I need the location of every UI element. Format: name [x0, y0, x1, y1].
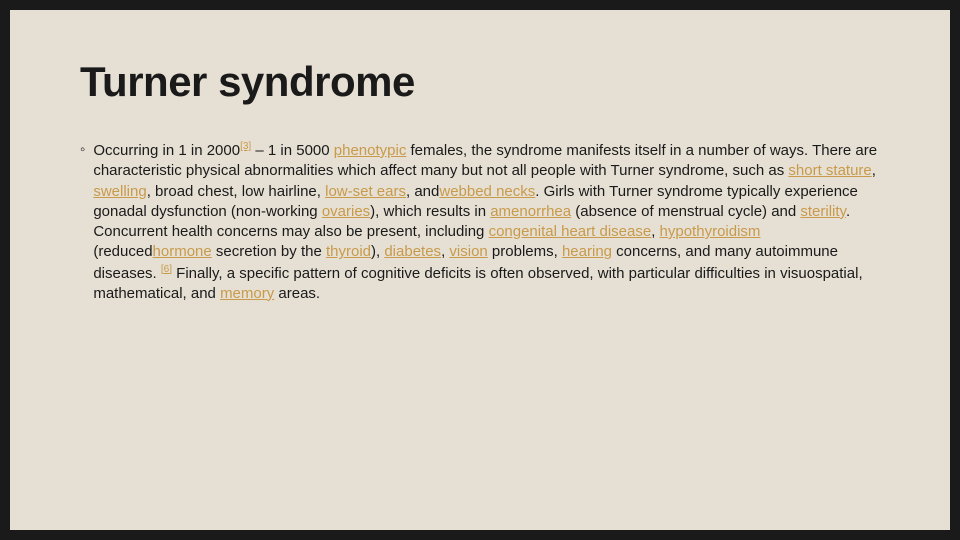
text-run: problems, [488, 243, 562, 260]
hyperlink[interactable]: swelling [93, 183, 146, 200]
hyperlink[interactable]: memory [220, 285, 274, 302]
hyperlink[interactable]: sterility [800, 203, 846, 220]
text-run: , and [406, 183, 439, 200]
text-run: (absence of menstrual cycle) and [571, 203, 800, 220]
hyperlink[interactable]: diabetes [384, 243, 441, 260]
hyperlink[interactable]: webbed necks [439, 183, 535, 200]
text-run: ), which results in [370, 203, 490, 220]
hyperlink[interactable]: hormone [153, 243, 212, 260]
text-run: , [872, 162, 876, 179]
text-run: , broad chest, low hairline, [147, 183, 325, 200]
bullet-glyph: ◦ [80, 140, 85, 160]
hyperlink[interactable]: hearing [562, 243, 612, 260]
text-run: Occurring in 1 in 2000 [93, 142, 240, 159]
hyperlink[interactable]: congenital heart disease [489, 223, 652, 240]
text-run: areas. [274, 285, 320, 302]
text-run: Finally, a specific pattern of cognitive… [93, 265, 862, 302]
hyperlink[interactable]: vision [449, 243, 487, 260]
citation-link[interactable]: [6] [161, 264, 172, 275]
text-run: – 1 in 5000 [251, 142, 334, 159]
hyperlink[interactable]: thyroid [326, 243, 371, 260]
text-run: ), [371, 243, 384, 260]
slide: Turner syndrome ◦ Occurring in 1 in 2000… [10, 10, 950, 530]
text-run: , [651, 223, 659, 240]
hyperlink[interactable]: ovaries [322, 203, 370, 220]
text-run: (reduced [93, 243, 152, 260]
hyperlink[interactable]: amenorrhea [490, 203, 571, 220]
page-title: Turner syndrome [80, 58, 880, 106]
body-paragraph: Occurring in 1 in 2000[3] – 1 in 5000 ph… [93, 140, 880, 304]
hyperlink[interactable]: hypothyroidism [660, 223, 761, 240]
text-run: secretion by the [212, 243, 326, 260]
hyperlink[interactable]: low-set ears [325, 183, 406, 200]
hyperlink[interactable]: phenotypic [334, 142, 407, 159]
body-wrap: ◦ Occurring in 1 in 2000[3] – 1 in 5000 … [80, 140, 880, 304]
citation-link[interactable]: [3] [240, 141, 251, 152]
hyperlink[interactable]: short stature [788, 162, 871, 179]
